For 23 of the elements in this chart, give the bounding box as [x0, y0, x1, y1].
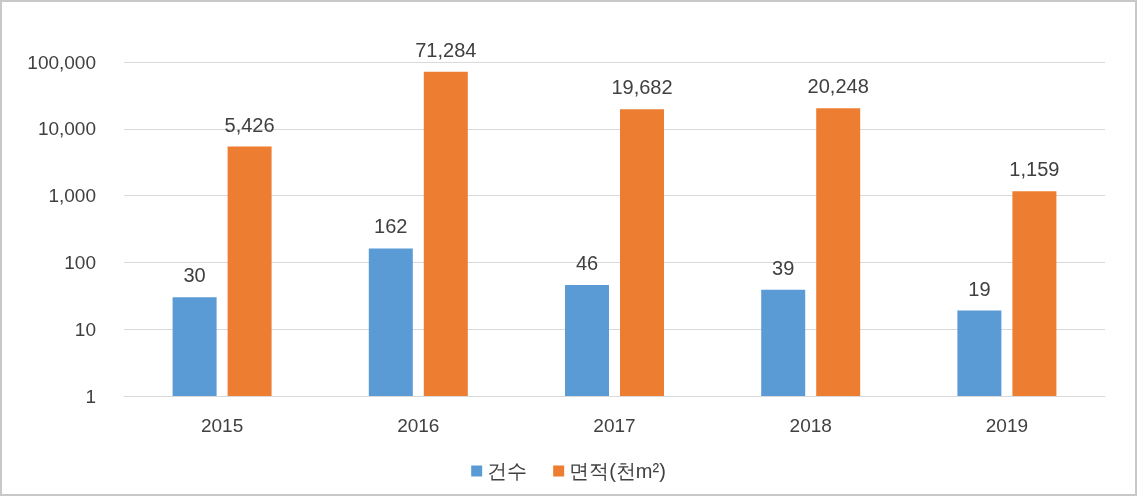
data-label: 71,284: [415, 38, 477, 61]
data-label: 39: [772, 256, 795, 279]
y-tick-label: 10: [74, 318, 96, 340]
data-label: 19,682: [611, 76, 673, 99]
data-label: 162: [374, 215, 408, 238]
x-tick-label: 2019: [985, 415, 1029, 436]
legend-label: 건수: [487, 460, 528, 482]
y-tick-label: 10,000: [37, 118, 96, 140]
x-tick-label: 2015: [200, 415, 244, 436]
x-tick-label: 2016: [397, 415, 440, 436]
data-label: 5,426: [224, 113, 275, 136]
x-tick-label: 2017: [593, 415, 636, 436]
y-tick-label: 1,000: [48, 185, 96, 207]
data-label: 30: [183, 264, 206, 287]
y-tick-label: 1: [85, 385, 96, 407]
y-tick-label: 100,000: [27, 51, 96, 73]
data-label: 1,159: [1009, 158, 1060, 181]
data-label: 20,248: [807, 75, 869, 98]
data-label: 46: [575, 251, 599, 274]
legend-label: 면적(천m²): [569, 460, 666, 482]
x-tick-label: 2018: [789, 415, 832, 436]
data-label: 19: [968, 277, 991, 300]
y-tick-label: 100: [64, 251, 96, 273]
